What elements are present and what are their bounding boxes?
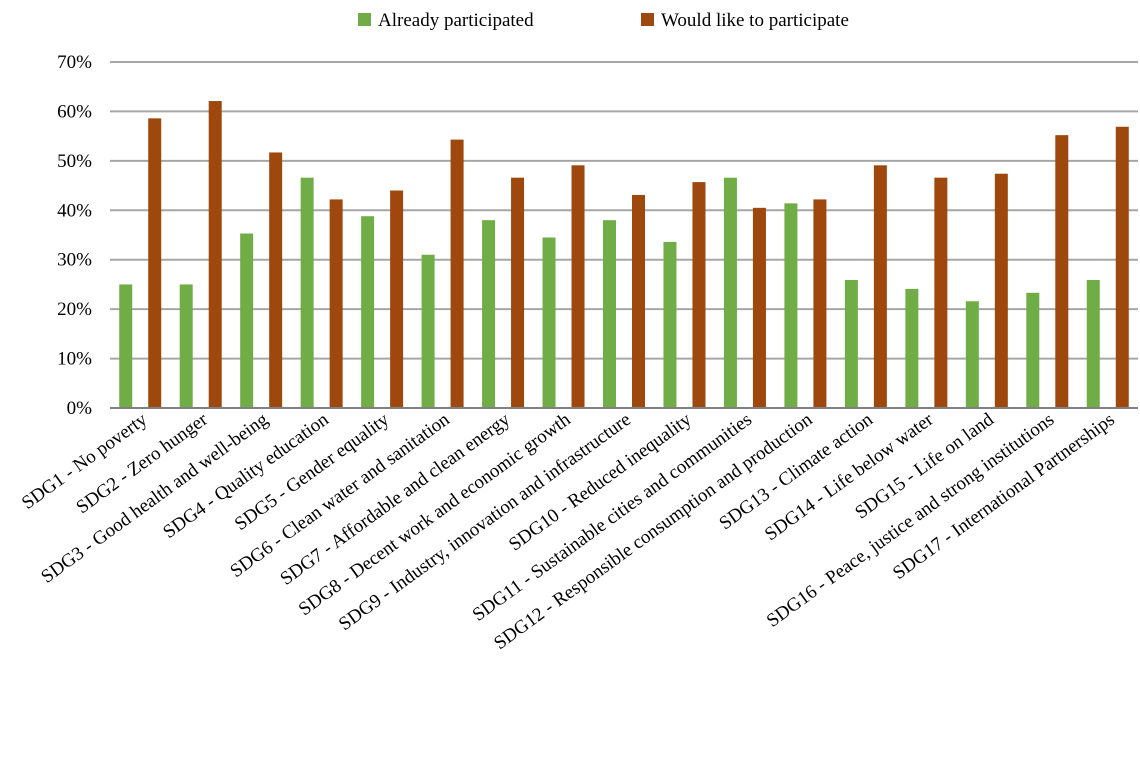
- bar: [329, 199, 343, 408]
- bar: [692, 182, 706, 408]
- bar: [240, 233, 254, 408]
- bar: [784, 203, 798, 408]
- bar: [965, 301, 979, 408]
- bars: [119, 101, 1129, 409]
- legend-swatch: [358, 13, 371, 26]
- y-tick-label: 0%: [67, 398, 93, 419]
- bar: [1055, 135, 1069, 408]
- bar: [148, 118, 162, 408]
- bar: [632, 194, 645, 408]
- bar: [1086, 279, 1100, 408]
- legend-label: Already participated: [378, 10, 534, 31]
- bar: [994, 173, 1008, 408]
- bar: [390, 190, 404, 408]
- y-axis-ticks: 0% 10% 20% 30% 40% 50% 60% 70%: [57, 52, 92, 419]
- bar: [844, 279, 858, 408]
- bar: [571, 165, 585, 408]
- bar: [934, 177, 948, 408]
- y-tick-label: 20%: [57, 299, 92, 320]
- y-tick-label: 60%: [57, 101, 92, 122]
- bar: [663, 241, 677, 408]
- bar: [813, 199, 827, 408]
- bar: [300, 177, 314, 408]
- bar: [208, 101, 222, 408]
- legend-swatch: [641, 13, 654, 26]
- bar: [1026, 292, 1040, 408]
- bar: [179, 284, 193, 408]
- bar: [873, 165, 887, 408]
- y-tick-label: 30%: [57, 250, 92, 271]
- gridlines: [110, 61, 1138, 360]
- bar: [905, 288, 919, 408]
- bar: [603, 220, 616, 408]
- y-tick-label: 40%: [57, 200, 92, 221]
- bar: [752, 207, 766, 408]
- bar: [269, 152, 283, 408]
- bar: [511, 177, 525, 408]
- y-tick-label: 10%: [57, 349, 92, 370]
- bar: [361, 216, 375, 408]
- bar: [542, 237, 556, 408]
- bar: [119, 284, 133, 408]
- bar: [421, 254, 435, 408]
- legend: Already participated Would like to partic…: [358, 10, 849, 31]
- y-tick-label: 50%: [57, 151, 92, 172]
- legend-label: Would like to participate: [661, 10, 849, 31]
- bar: [482, 220, 496, 408]
- bar: [450, 139, 464, 409]
- bar: [723, 177, 737, 408]
- y-tick-label: 70%: [57, 52, 92, 73]
- bar: [1115, 126, 1129, 408]
